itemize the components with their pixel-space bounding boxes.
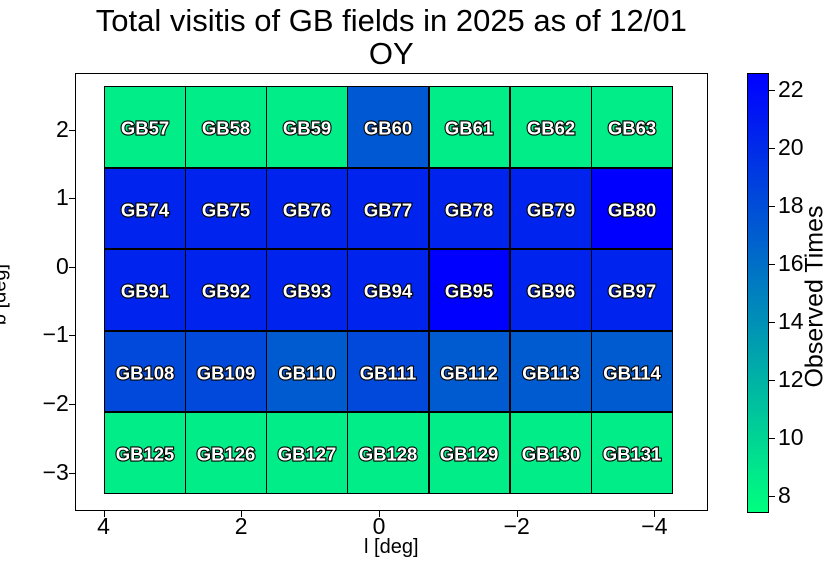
svg-text:GB131: GB131 (602, 443, 661, 464)
svg-text:GB76: GB76 (283, 199, 331, 220)
svg-text:GB74: GB74 (121, 199, 170, 220)
svg-text:GB128: GB128 (359, 443, 418, 464)
svg-text:GB95: GB95 (445, 280, 493, 301)
svg-text:GB91: GB91 (121, 280, 169, 301)
svg-text:GB127: GB127 (278, 443, 337, 464)
svg-text:GB59: GB59 (283, 117, 331, 138)
svg-text:GB108: GB108 (116, 362, 175, 383)
svg-text:GB92: GB92 (202, 280, 250, 301)
svg-text:GB80: GB80 (608, 199, 656, 220)
svg-text:GB125: GB125 (116, 443, 175, 464)
svg-text:GB63: GB63 (608, 117, 656, 138)
svg-text:GB110: GB110 (278, 362, 336, 383)
svg-text:GB126: GB126 (197, 443, 256, 464)
svg-text:GB78: GB78 (445, 199, 493, 220)
svg-text:GB113: GB113 (522, 362, 580, 383)
svg-text:GB96: GB96 (526, 280, 574, 301)
svg-text:GB129: GB129 (440, 443, 499, 464)
svg-text:GB61: GB61 (445, 117, 493, 138)
svg-text:GB93: GB93 (283, 280, 331, 301)
svg-text:GB79: GB79 (526, 199, 574, 220)
svg-text:GB130: GB130 (521, 443, 580, 464)
svg-text:GB109: GB109 (197, 362, 256, 383)
svg-text:GB112: GB112 (441, 362, 499, 383)
svg-text:GB77: GB77 (364, 199, 412, 220)
svg-text:GB114: GB114 (603, 362, 661, 383)
svg-text:GB111: GB111 (360, 362, 417, 383)
svg-text:GB62: GB62 (526, 117, 574, 138)
svg-text:GB75: GB75 (202, 199, 250, 220)
svg-text:GB94: GB94 (364, 280, 413, 301)
svg-text:GB60: GB60 (364, 117, 412, 138)
svg-text:GB57: GB57 (121, 117, 169, 138)
svg-text:GB58: GB58 (202, 117, 250, 138)
svg-text:GB97: GB97 (608, 280, 656, 301)
